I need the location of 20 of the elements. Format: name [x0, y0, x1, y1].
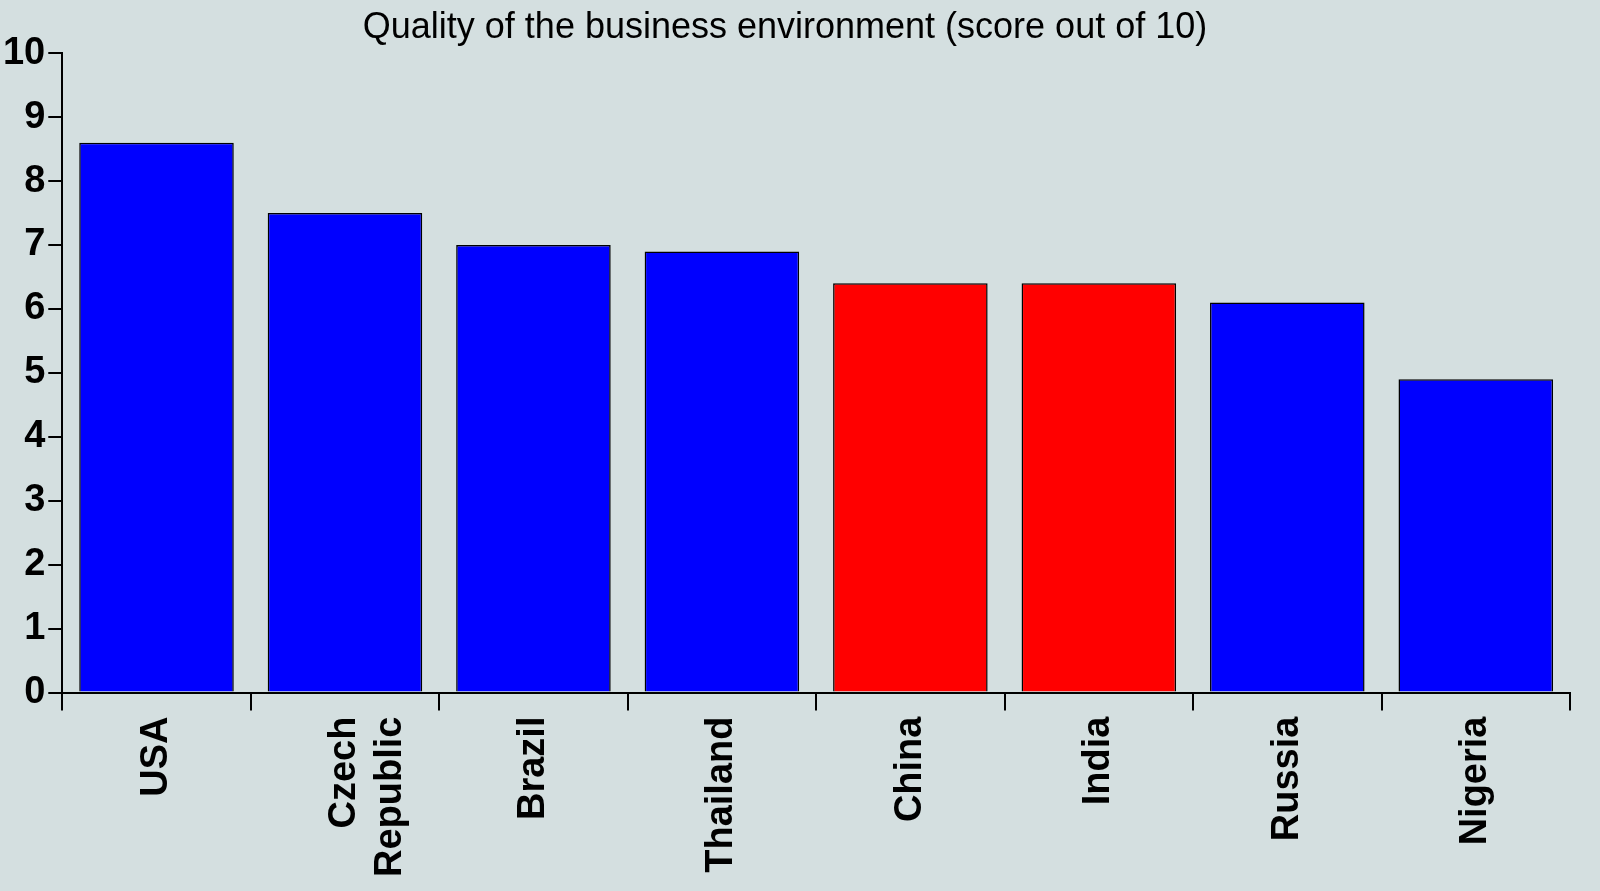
y-tick-label: 2	[24, 541, 46, 584]
y-tick-label: 3	[24, 477, 46, 520]
x-tick-label: India	[1075, 715, 1118, 806]
x-tick-label: Russia	[1263, 715, 1306, 842]
y-tick-label: 1	[24, 605, 46, 648]
y-tick-label: 6	[24, 285, 46, 328]
y-tick-label: 7	[24, 221, 46, 264]
y-tick-label: 9	[24, 93, 46, 136]
chart-title: Quality of the business environment (score out of 10)	[362, 4, 1208, 46]
y-tick-label: 8	[24, 157, 46, 200]
x-tick-label: Nigeria	[1452, 715, 1495, 846]
x-tick-label: China	[886, 715, 929, 823]
y-tick-label: 4	[24, 413, 46, 456]
y-tick-label: 5	[24, 349, 46, 392]
x-tick-label: Brazil	[509, 716, 552, 821]
x-tick-label: Czech Republic	[321, 716, 410, 878]
y-tick-label: 10	[2, 29, 46, 72]
y-tick-label: 0	[24, 669, 46, 712]
x-tick-label: USA	[132, 716, 175, 797]
x-tick-label: Thailand	[698, 716, 741, 873]
